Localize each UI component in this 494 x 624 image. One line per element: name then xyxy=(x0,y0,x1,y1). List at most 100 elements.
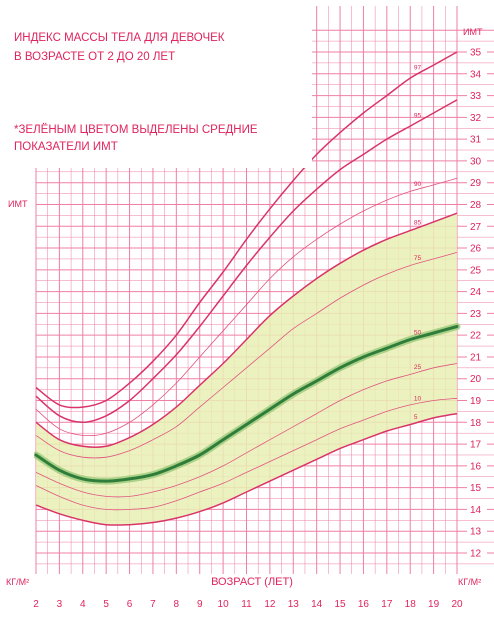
y-tick-label-backing xyxy=(467,350,487,363)
chart-note-line1: *ЗЕЛЁНЫМ ЦВЕТОМ ВЫДЕЛЕНЫ СРЕДНИЕ xyxy=(14,124,258,136)
y-tick-label-right: 14 xyxy=(470,505,482,516)
y-tick-label-right: 28 xyxy=(470,200,482,211)
y-axis-label-right: ИМТ xyxy=(463,27,483,37)
y-tick-label-backing xyxy=(467,459,487,472)
y-tick-label-right: 25 xyxy=(470,265,482,276)
percentile-curve-85 xyxy=(35,212,458,448)
y-tick-label-right: 27 xyxy=(470,222,482,233)
y-tick-label-backing xyxy=(467,416,487,429)
y-tick-label-backing xyxy=(467,481,487,494)
y-tick-label-backing xyxy=(467,242,487,255)
y-tick-label-backing xyxy=(467,133,487,146)
y-tick-label-backing xyxy=(467,176,487,189)
y-tick-label-backing xyxy=(467,525,487,538)
percentile-label-5: 5 xyxy=(414,414,418,421)
y-tick-label-backing xyxy=(467,154,487,167)
percentile-curve-95 xyxy=(35,99,458,424)
y-tick-label-right: 33 xyxy=(470,91,482,102)
x-tick-label: 10 xyxy=(218,599,230,610)
chart-title-line1: ИНДЕКС МАССЫ ТЕЛА ДЛЯ ДЕВОЧЕК xyxy=(14,32,225,44)
y-tick-label-right: 22 xyxy=(470,331,482,342)
x-tick-label: 7 xyxy=(150,599,156,610)
y-tick-label-right: 23 xyxy=(470,309,482,320)
y-tick-label-backing xyxy=(467,67,487,80)
x-tick-label: 13 xyxy=(288,599,300,610)
chart-title-line2: В ВОЗРАСТЕ ОТ 2 ДО 20 ЛЕТ xyxy=(14,51,175,63)
x-tick-label: 6 xyxy=(127,599,133,610)
y-tick-label-right: 31 xyxy=(470,135,482,146)
median-curve xyxy=(34,325,459,483)
y-tick-label-backing xyxy=(467,46,487,58)
percentile-label-75: 75 xyxy=(414,255,422,262)
percentile-label-50: 50 xyxy=(414,329,422,336)
percentile-curve-25 xyxy=(35,363,458,498)
percentile-label-25: 25 xyxy=(414,364,422,371)
y-tick-label-right: 12 xyxy=(470,549,482,560)
heading-panel xyxy=(0,0,312,168)
y-tick-label-backing xyxy=(467,372,487,385)
y-tick-label-backing xyxy=(467,285,487,298)
unit-label-left: КГ/М² xyxy=(6,577,29,587)
y-tick-label-right: 21 xyxy=(470,352,482,363)
y-tick-label-right: 35 xyxy=(470,48,482,59)
percentile-label-90: 90 xyxy=(414,181,422,188)
unit-label-right: КГ/М² xyxy=(458,577,481,587)
percentile-curve-75 xyxy=(35,252,458,459)
x-tick-label: 17 xyxy=(381,599,393,610)
x-tick-label: 3 xyxy=(57,599,63,610)
x-tick-label: 9 xyxy=(197,599,203,610)
y-tick-label-right: 13 xyxy=(470,527,482,538)
x-tick-label: 4 xyxy=(80,599,86,610)
curve-layer xyxy=(32,51,461,526)
x-tick-label: 14 xyxy=(311,599,323,610)
y-tick-label-backing xyxy=(467,329,487,342)
y-tick-label-right: 16 xyxy=(470,461,482,472)
y-tick-label-backing xyxy=(467,198,487,211)
chart-note-line2: ПОКАЗАТЕЛИ ИМТ xyxy=(14,141,118,153)
y-tick-label-backing xyxy=(467,547,487,559)
y-tick-label-backing xyxy=(467,307,487,320)
x-tick-label: 5 xyxy=(103,599,109,610)
x-tick-label: 19 xyxy=(428,599,440,610)
percentile-label-97: 97 xyxy=(414,65,422,72)
y-tick-label-right: 19 xyxy=(470,396,482,407)
x-tick-label: 20 xyxy=(451,599,463,610)
y-tick-label-right: 18 xyxy=(470,418,482,429)
y-tick-label-right: 30 xyxy=(470,156,482,167)
percentile-label-95: 95 xyxy=(414,113,422,120)
y-tick-label-backing xyxy=(467,89,487,102)
percentile-curve-97 xyxy=(35,51,458,409)
y-tick-label-right: 17 xyxy=(470,440,482,451)
y-tick-label-backing xyxy=(467,263,487,276)
y-tick-label-right: 34 xyxy=(470,69,482,80)
y-tick-label-right: 15 xyxy=(470,483,482,494)
percentile-curve-5 xyxy=(35,412,458,526)
y-tick-label-right: 20 xyxy=(470,374,482,385)
label-layer: 9795908575502510512131415161718192021222… xyxy=(11,46,487,610)
percentile-label-10: 10 xyxy=(414,396,422,403)
percentile-curve-10 xyxy=(35,397,458,511)
left-axis-panel xyxy=(0,168,34,588)
y-tick-label-backing xyxy=(467,438,487,451)
y-tick-label-right: 29 xyxy=(470,178,482,189)
y-tick-label-backing xyxy=(467,220,487,233)
x-tick-label: 11 xyxy=(241,599,252,610)
x-tick-label: 18 xyxy=(405,599,417,610)
percentile-curve-90 xyxy=(35,177,458,437)
x-axis-label: ВОЗРАСТ (ЛЕТ) xyxy=(211,576,293,588)
y-axis-label-left: ИМТ xyxy=(8,199,28,209)
y-tick-label-right: 32 xyxy=(470,113,482,124)
x-tick-label: 2 xyxy=(33,599,39,610)
percentile-label-85: 85 xyxy=(414,219,422,226)
x-tick-label: 8 xyxy=(174,599,180,610)
y-tick-label-backing xyxy=(467,503,487,516)
x-tick-label: 15 xyxy=(334,599,346,610)
y-tick-label-backing xyxy=(467,111,487,124)
x-tick-label: 16 xyxy=(358,599,370,610)
x-tick-label: 12 xyxy=(264,599,276,610)
y-tick-label-backing xyxy=(467,394,487,407)
y-tick-label-right: 26 xyxy=(470,244,482,255)
y-tick-label-right: 24 xyxy=(470,287,482,298)
